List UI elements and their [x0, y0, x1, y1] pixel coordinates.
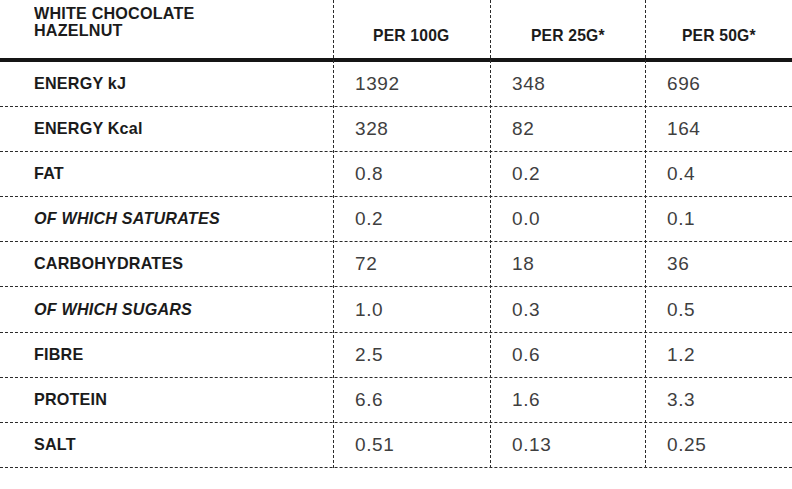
- column-divider: [645, 0, 646, 468]
- column-header-per-25g: PER 25G*: [490, 0, 645, 58]
- row-label-text: OF WHICH SATURATES: [34, 209, 220, 229]
- row-value-per-25g: 348: [490, 73, 645, 95]
- table-header-row: WHITE CHOCOLATE HAZELNUT PER 100G PER 25…: [0, 0, 792, 62]
- row-value-per-25g: 82: [490, 118, 645, 140]
- row-value-per-50g: 0.5: [645, 299, 792, 321]
- table-row: OF WHICH SUGARS 1.0 0.3 0.5: [0, 287, 792, 332]
- row-value-per-100g: 0.51: [333, 434, 490, 456]
- row-value-per-100g: 72: [333, 253, 490, 275]
- column-header-per-50g: PER 50G*: [645, 0, 792, 58]
- table-row: CARBOHYDRATES 72 18 36: [0, 242, 792, 287]
- row-label: PROTEIN: [0, 390, 333, 410]
- table-row: PROTEIN 6.6 1.6 3.3: [0, 378, 792, 423]
- row-value-per-50g: 36: [645, 253, 792, 275]
- table-row: SALT 0.51 0.13 0.25: [0, 423, 792, 468]
- row-value-per-100g: 6.6: [333, 389, 490, 411]
- row-value-per-50g: 0.4: [645, 163, 792, 185]
- row-label-text: PROTEIN: [34, 390, 107, 410]
- row-value-per-50g: 0.1: [645, 208, 792, 230]
- row-value-per-100g: 328: [333, 118, 490, 140]
- column-header-label: PER 50G*: [682, 26, 756, 45]
- row-value-per-25g: 0.2: [490, 163, 645, 185]
- row-label-text: OF WHICH SUGARS: [34, 300, 192, 320]
- column-header-label: PER 25G*: [531, 26, 605, 45]
- row-value-per-25g: 0.3: [490, 299, 645, 321]
- row-label: FAT: [0, 164, 333, 184]
- row-label: ENERGY Kcal: [0, 119, 333, 139]
- row-label: FIBRE: [0, 345, 333, 365]
- row-label-text: ENERGY kJ: [34, 74, 126, 94]
- product-title-line1: WHITE CHOCOLATE: [34, 5, 318, 22]
- row-label: SALT: [0, 435, 333, 455]
- table-row: OF WHICH SATURATES 0.2 0.0 0.1: [0, 197, 792, 242]
- row-value-per-100g: 1392: [333, 73, 490, 95]
- table-body: ENERGY kJ 1392 348 696 ENERGY Kcal 328 8…: [0, 62, 792, 468]
- row-label-text: FIBRE: [34, 345, 83, 365]
- column-header-label: PER 100G: [373, 26, 449, 45]
- row-label-text: ENERGY Kcal: [34, 119, 143, 139]
- row-value-per-100g: 2.5: [333, 344, 490, 366]
- row-value-per-25g: 1.6: [490, 389, 645, 411]
- row-value-per-100g: 0.8: [333, 163, 490, 185]
- row-label: CARBOHYDRATES: [0, 254, 333, 274]
- column-divider: [333, 0, 334, 468]
- product-title: WHITE CHOCOLATE HAZELNUT: [0, 0, 333, 58]
- product-title-line2: HAZELNUT: [34, 22, 318, 39]
- row-value-per-50g: 3.3: [645, 389, 792, 411]
- nutrition-table: WHITE CHOCOLATE HAZELNUT PER 100G PER 25…: [0, 0, 792, 489]
- table-row: FIBRE 2.5 0.6 1.2: [0, 333, 792, 378]
- column-header-per-100g: PER 100G: [333, 0, 490, 58]
- table-row: ENERGY Kcal 328 82 164: [0, 107, 792, 152]
- row-value-per-50g: 1.2: [645, 344, 792, 366]
- row-value-per-50g: 164: [645, 118, 792, 140]
- row-label: OF WHICH SATURATES: [0, 209, 333, 229]
- row-label: ENERGY kJ: [0, 74, 333, 94]
- row-label-text: FAT: [34, 164, 64, 184]
- row-value-per-25g: 0.6: [490, 344, 645, 366]
- row-value-per-25g: 18: [490, 253, 645, 275]
- row-label-text: SALT: [34, 435, 76, 455]
- row-value-per-50g: 696: [645, 73, 792, 95]
- row-value-per-25g: 0.0: [490, 208, 645, 230]
- row-label-text: CARBOHYDRATES: [34, 254, 183, 274]
- row-value-per-100g: 1.0: [333, 299, 490, 321]
- row-value-per-100g: 0.2: [333, 208, 490, 230]
- table-row: ENERGY kJ 1392 348 696: [0, 62, 792, 107]
- table-row: FAT 0.8 0.2 0.4: [0, 152, 792, 197]
- row-value-per-25g: 0.13: [490, 434, 645, 456]
- row-label: OF WHICH SUGARS: [0, 300, 333, 320]
- row-value-per-50g: 0.25: [645, 434, 792, 456]
- column-divider: [490, 0, 491, 468]
